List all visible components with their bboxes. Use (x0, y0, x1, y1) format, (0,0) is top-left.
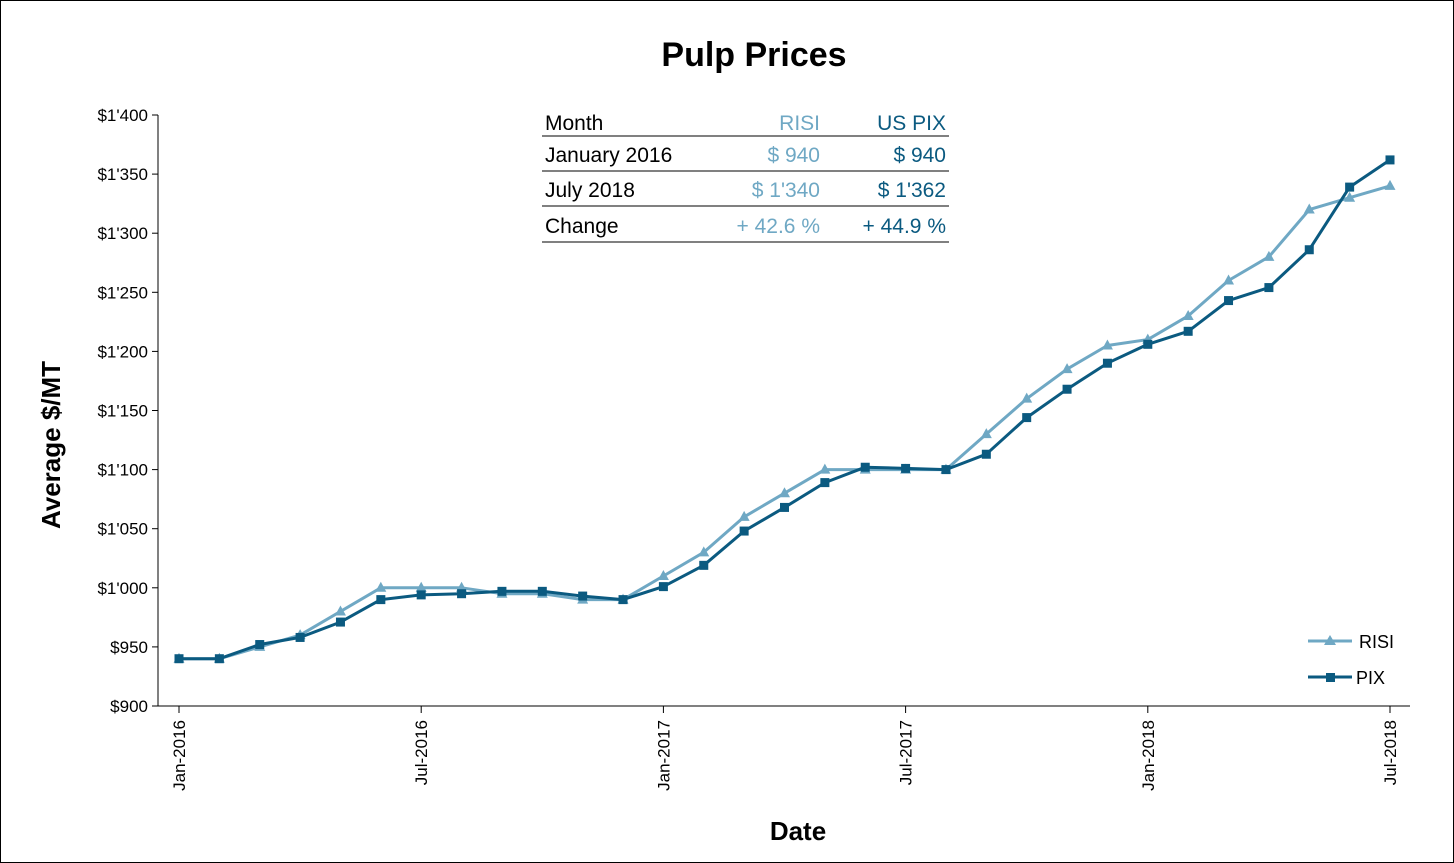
data-point-pix (739, 526, 749, 536)
axes: $900 $950 $1'000 $1'050 $1'100 $1'150 $1'200 $1… (97, 106, 1410, 791)
table-cell-uspix: $ 1'362 (878, 179, 946, 202)
x-tick-label: Jan-2016 (170, 720, 189, 791)
data-point-pix (860, 462, 870, 472)
data-point-pix (658, 582, 668, 592)
data-point-pix (335, 617, 345, 627)
series-layer (173, 155, 1396, 664)
table-header-month: Month (545, 112, 603, 135)
data-point-pix (981, 449, 991, 459)
legend: RISI PIX (1308, 632, 1394, 688)
legend-label-pix: PIX (1356, 668, 1385, 688)
data-point-risi (1384, 179, 1396, 190)
legend-marker-pix (1326, 673, 1335, 682)
data-point-risi (657, 569, 669, 580)
y-tick-label: $1'000 (97, 579, 148, 598)
y-tick-label: $950 (110, 638, 148, 657)
table-cell-uspix: + 44.9 % (863, 215, 946, 238)
data-point-pix (1264, 283, 1274, 293)
table-cell-risi: + 42.6 % (737, 215, 820, 238)
y-tick-label: $1'150 (97, 402, 148, 421)
x-tick-label: Jul-2018 (1381, 720, 1400, 785)
data-point-pix (1304, 245, 1314, 255)
table-row-label: January 2016 (545, 144, 672, 167)
data-point-risi (980, 428, 992, 439)
data-point-pix (376, 595, 386, 605)
data-point-risi (738, 510, 750, 521)
data-point-pix (457, 589, 467, 599)
series-line-risi (179, 184, 1391, 661)
table-cell-risi: $ 940 (767, 144, 820, 167)
data-point-pix (1385, 155, 1395, 165)
y-tick-label: $1'250 (97, 283, 148, 302)
data-point-pix (699, 560, 709, 570)
y-tick-label: $1'050 (97, 520, 148, 539)
y-tick-label: $1'200 (97, 342, 148, 361)
data-point-pix (1143, 339, 1153, 349)
y-tick-label: $1'100 (97, 461, 148, 480)
data-point-risi (334, 605, 346, 616)
data-point-pix (497, 586, 507, 596)
data-point-pix (941, 465, 951, 475)
data-point-risi (375, 581, 387, 592)
data-point-risi (698, 546, 710, 557)
legend-label-risi: RISI (1359, 632, 1394, 652)
data-point-risi (1303, 203, 1315, 214)
data-point-risi (1263, 250, 1275, 261)
summary-table: Month RISI US PIX January 2016 $ 940 $ 9… (542, 112, 949, 243)
data-point-pix (255, 640, 265, 650)
data-point-pix (1345, 182, 1355, 192)
x-tick-label: Jul-2017 (897, 720, 916, 785)
data-point-pix (416, 590, 426, 600)
data-point-risi (1182, 309, 1194, 320)
data-point-pix (1102, 358, 1112, 368)
data-point-risi (1101, 339, 1113, 350)
x-axis-title: Date (770, 816, 826, 846)
y-axis-title: Average $/MT (36, 361, 66, 529)
table-row-label: Change (545, 215, 619, 238)
data-point-risi (779, 487, 790, 498)
table-header-risi: RISI (779, 112, 820, 135)
data-point-risi (1061, 363, 1073, 374)
data-point-risi (819, 463, 831, 474)
data-point-risi (1021, 392, 1033, 403)
data-point-pix (1224, 296, 1234, 306)
table-cell-risi: $ 1'340 (752, 179, 820, 202)
data-point-risi (1344, 191, 1356, 202)
data-point-pix (537, 586, 547, 596)
table-cell-uspix: $ 940 (893, 144, 946, 167)
data-point-pix (1022, 413, 1032, 423)
data-point-pix (295, 632, 305, 642)
data-point-pix (820, 478, 830, 488)
data-point-risi (1223, 274, 1235, 285)
data-point-pix (578, 591, 588, 601)
data-point-risi (415, 581, 427, 592)
chart-title: Pulp Prices (661, 36, 846, 74)
data-point-pix (214, 654, 224, 664)
data-point-pix (901, 463, 911, 473)
y-tick-label: $1'300 (97, 224, 148, 243)
legend-marker-risi (1324, 635, 1336, 645)
data-point-pix (1062, 384, 1072, 394)
table-row-label: July 2018 (545, 179, 635, 202)
data-point-pix (780, 502, 789, 512)
y-tick-label: $900 (110, 697, 148, 716)
y-tick-label: $1'400 (97, 106, 148, 125)
x-tick-label: Jan-2017 (654, 720, 673, 791)
data-point-pix (1183, 326, 1193, 336)
table-header-uspix: US PIX (877, 112, 946, 135)
y-tick-label: $1'350 (97, 165, 148, 184)
data-point-pix (174, 654, 184, 664)
x-tick-label: Jul-2016 (412, 720, 431, 785)
x-tick-label: Jan-2018 (1139, 720, 1158, 791)
data-point-pix (618, 595, 628, 605)
